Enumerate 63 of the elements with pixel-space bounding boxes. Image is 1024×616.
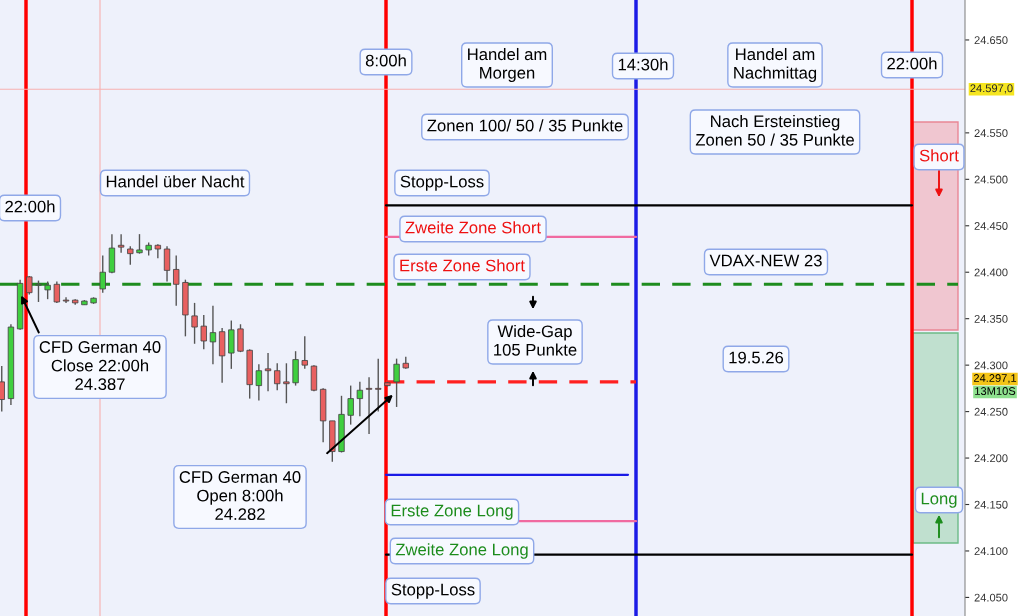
annotation: Zonen 100/ 50 / 35 Punkte	[427, 119, 623, 132]
y-tick-label: 24.200	[974, 454, 1008, 463]
y-tick-label: 24.650	[974, 36, 1008, 45]
candlestick	[365, 376, 373, 435]
y-tick-label: 24.050	[974, 593, 1008, 602]
annotation: VDAX-NEW 23	[709, 254, 822, 267]
annotation: 8:00h	[365, 54, 406, 67]
annotation: 22:00h	[5, 200, 55, 213]
candlestick	[154, 243, 162, 259]
annotation: Wide-Gap 105 Punkte	[494, 324, 577, 356]
candlestick	[393, 357, 400, 408]
candlestick	[0, 365, 5, 413]
text: 24.297,1	[973, 374, 1017, 384]
candlestick	[301, 335, 308, 370]
candlestick	[375, 357, 382, 413]
annotation: Zweite Zone Long	[395, 543, 528, 559]
candlestick	[228, 319, 235, 370]
candlestick	[53, 280, 61, 304]
annotation: 14:30h	[618, 58, 668, 71]
y-tick-label: 24.250	[974, 407, 1008, 416]
y-tick-label: 24.450	[974, 222, 1008, 230]
annotation: Handel am Morgen	[468, 47, 547, 83]
y-tick-label: 24.150	[974, 500, 1008, 509]
annotation: Handel am Nachmittag	[734, 47, 817, 83]
candlestick	[117, 233, 125, 254]
annotation: CFD German 40 Open 8:00h 24.282	[179, 471, 301, 521]
annotation: 19.5.26	[729, 351, 784, 364]
candlestick	[283, 362, 290, 404]
y-tick-label: 24.350	[974, 314, 1008, 323]
candlestick	[99, 254, 106, 294]
annotation: Stopp-Loss	[391, 583, 475, 599]
y-tick-label: 24.400	[974, 268, 1008, 277]
annotation: CFD German 40 Close 22:00h 24.387	[39, 341, 161, 391]
y-tick-label: 24.550	[974, 129, 1008, 137]
annotation: Handel über Nacht	[106, 175, 245, 188]
candlestick	[347, 384, 354, 426]
annotation: Stopp-Loss	[400, 175, 484, 191]
y-tick-label: 24.300	[974, 361, 1008, 370]
candlestick	[200, 314, 207, 351]
candlestick	[163, 245, 171, 283]
candlestick	[292, 350, 299, 387]
annotation: Erste Zone Long	[391, 504, 513, 520]
annotation: 22:00h	[887, 57, 937, 70]
y-tick-label: 24.500	[974, 175, 1008, 184]
annotation: Erste Zone Short	[400, 259, 525, 272]
candlestick	[209, 304, 217, 365]
annotation: Zweite Zone Short	[405, 221, 541, 234]
candlestick	[237, 323, 244, 353]
candlestick	[127, 245, 134, 266]
candlestick	[173, 254, 180, 307]
candlestick	[274, 362, 281, 391]
candlestick	[35, 279, 42, 303]
annotation: Short	[919, 149, 959, 162]
candlestick	[136, 233, 143, 255]
ref-line-label: 24.597,0	[970, 84, 1013, 94]
candlestick	[191, 302, 198, 345]
annotation: Long	[921, 492, 957, 508]
annotation: Nach Ersteinstieg Zonen 50 / 35 Punkte	[695, 114, 854, 146]
candlestick	[356, 381, 364, 417]
y-tick-label: 24.100	[974, 547, 1008, 556]
text: 13M10S	[975, 387, 1016, 395]
candlestick	[255, 363, 263, 402]
candlestick	[264, 352, 272, 392]
